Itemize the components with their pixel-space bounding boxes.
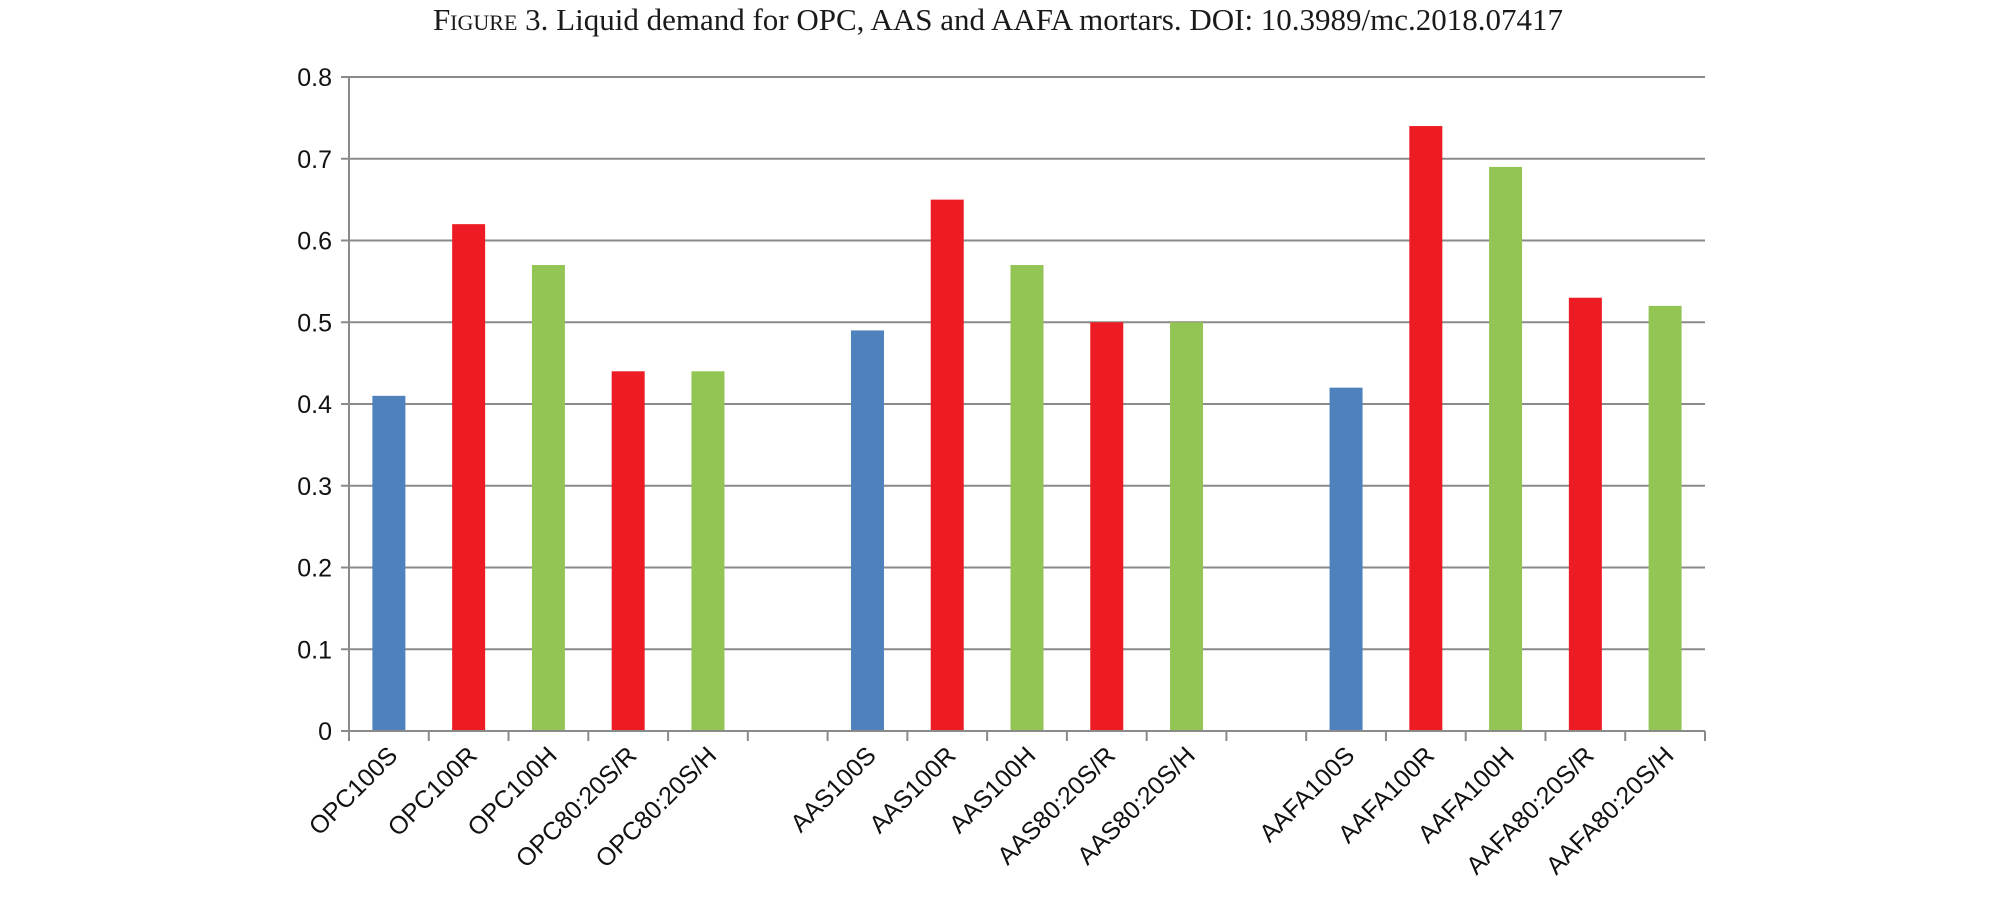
figure-caption-text: Liquid demand for OPC, AAS and AAFA mort…	[556, 2, 1564, 37]
bar	[452, 224, 486, 731]
bars	[372, 126, 1682, 732]
bar	[930, 199, 964, 731]
y-tick-label: 0.8	[297, 64, 332, 92]
y-tick-label: 0.4	[297, 391, 332, 419]
bar	[850, 330, 884, 731]
y-tick-label: 0.6	[297, 228, 332, 256]
y-tick-labels: 0 0.1 0.2 0.3 0.4 0.5 0.6 0.7 0.8	[297, 64, 332, 746]
y-tick-label: 0.5	[297, 309, 332, 337]
bar	[531, 265, 565, 731]
x-tick-labels: OPC100SOPC100ROPC100HOPC80:20S/ROPC80:20…	[304, 741, 1680, 880]
y-tick-label: 0.2	[297, 555, 332, 583]
bar	[1010, 265, 1044, 731]
y-tick-label: 0.7	[297, 146, 332, 174]
bar	[1329, 387, 1363, 731]
x-tick-label: AAS100R	[864, 741, 961, 838]
bar	[1568, 297, 1602, 731]
axes	[341, 76, 1706, 741]
figure-caption: Figure 3. Liquid demand for OPC, AAS and…	[0, 2, 1996, 38]
bar	[611, 371, 645, 731]
bar	[1170, 322, 1204, 731]
y-tick-label: 0.1	[297, 636, 332, 664]
bar	[691, 371, 725, 731]
bar	[1090, 322, 1124, 731]
bar	[1409, 126, 1443, 732]
y-tick-label: 0	[318, 718, 332, 746]
bar	[372, 395, 406, 731]
bar	[1489, 166, 1523, 732]
figure-caption-label: Figure 3.	[432, 2, 549, 37]
bar	[1648, 305, 1682, 731]
y-tick-label: 0.3	[297, 473, 332, 501]
